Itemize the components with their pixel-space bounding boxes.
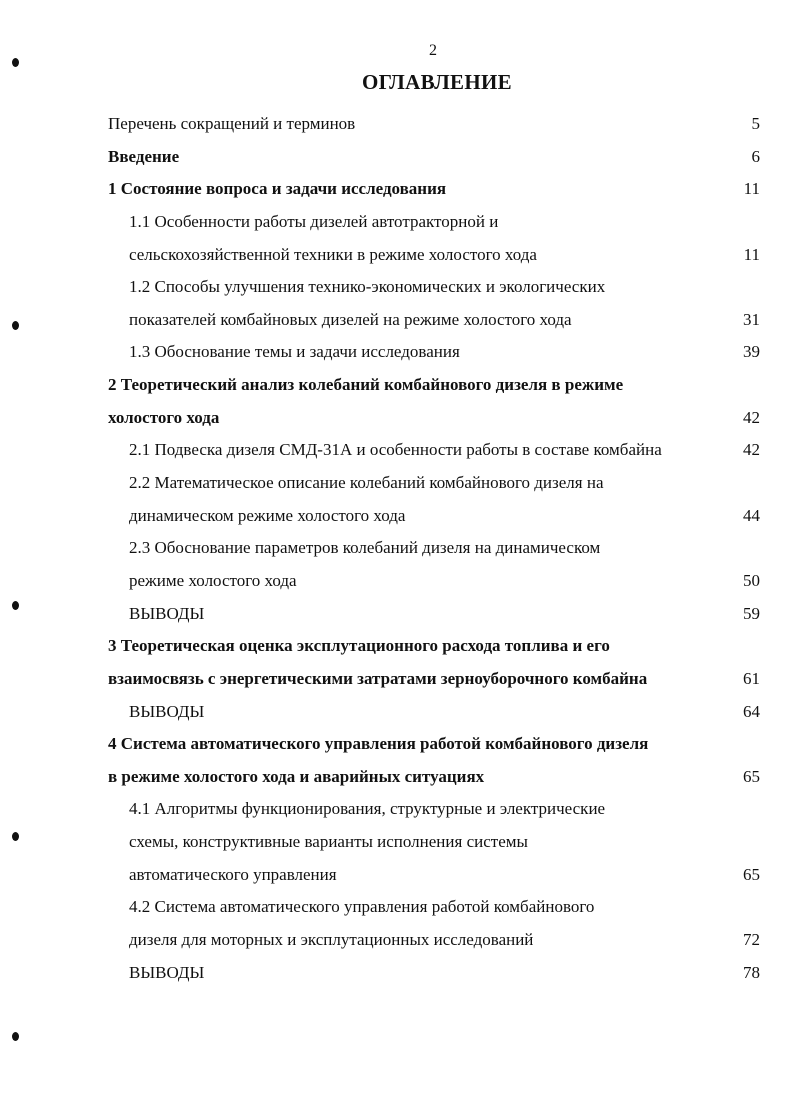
- toc-entry-text: Перечень сокращений и терминов: [108, 114, 356, 133]
- toc-entry: 2 Теоретический анализ колебаний комбайн…: [108, 369, 760, 434]
- toc-page-number: 11: [743, 244, 760, 264]
- scan-mark: [12, 1032, 19, 1041]
- toc-entry-line: ВЫВОДЫ 78: [108, 957, 760, 990]
- toc-entry-line: дизеля для моторных и эксплутационных ис…: [108, 924, 760, 957]
- toc-page-number: 42: [743, 440, 760, 460]
- toc-entry-line: 4.2 Система автоматического управления р…: [108, 891, 760, 924]
- toc-entry-line: 2.3 Обоснование параметров колебаний диз…: [108, 532, 760, 565]
- toc-entry-line: 2 Теоретический анализ колебаний комбайн…: [108, 369, 760, 402]
- toc-entry: 2.1 Подвеска дизеля СМД-31А и особенност…: [108, 434, 760, 467]
- toc-entry-line: 1 Состояние вопроса и задачи исследовани…: [108, 173, 760, 206]
- toc-entry-text: сельскохозяйственной техники в режиме хо…: [129, 244, 537, 264]
- toc-entry-line: холостого хода 42: [108, 402, 760, 435]
- toc-page-number: 72: [743, 930, 760, 950]
- toc-page-number: 44: [743, 505, 760, 525]
- scan-mark: [12, 832, 19, 841]
- toc-entry-line: 4.1 Алгоритмы функционирования, структур…: [108, 793, 760, 826]
- page-number: 2: [429, 42, 437, 59]
- toc-page-number: 5: [751, 114, 761, 133]
- toc-entry-text: 1.2 Способы улучшения технико-экономичес…: [129, 277, 606, 297]
- toc-entry-text: 2.2 Математическое описание колебаний ко…: [129, 473, 604, 493]
- toc-entry-line: автоматического управления 65: [108, 859, 760, 892]
- toc-entry-line: режиме холостого хода 50: [108, 565, 760, 598]
- toc-entry-text: ВЫВОДЫ: [129, 962, 205, 982]
- toc-entry-text: взаимосвязь с энергетическими затратами …: [108, 668, 648, 688]
- toc-entry: 4.2 Система автоматического управления р…: [108, 891, 760, 956]
- page-title: ОГЛАВЛЕНИЕ: [362, 70, 512, 94]
- toc-page-number: 39: [743, 342, 760, 362]
- toc-entry-text: Введение: [108, 146, 180, 166]
- toc-entry-line: 2.2 Математическое описание колебаний ко…: [108, 467, 760, 500]
- toc-entry: 1 Состояние вопроса и задачи исследовани…: [108, 173, 760, 206]
- toc-entry-text: в режиме холостого хода и аварийных ситу…: [108, 766, 485, 786]
- toc-page-number: 59: [743, 603, 760, 623]
- toc-entry-line: показателей комбайновых дизелей на режим…: [108, 304, 760, 337]
- toc-entry-line: 1.2 Способы улучшения технико-экономичес…: [108, 271, 760, 304]
- toc-entry-text: режиме холостого хода: [129, 570, 297, 590]
- toc-entry: ВЫВОДЫ 64: [108, 696, 760, 729]
- toc-entry: 4.1 Алгоритмы функционирования, структур…: [108, 793, 760, 891]
- toc-entry-line: Введение 6: [108, 141, 760, 174]
- toc-entry-text: 1.3 Обоснование темы и задачи исследован…: [129, 342, 460, 362]
- toc-page-number: 6: [751, 146, 761, 166]
- toc-page-number: 31: [743, 309, 760, 329]
- toc-entry-line: ВЫВОДЫ 64: [108, 696, 760, 729]
- toc-entry-text: 1 Состояние вопроса и задачи исследовани…: [108, 179, 447, 199]
- toc-entry-text: дизеля для моторных и эксплутационных ис…: [129, 930, 534, 950]
- toc-entry-text: ВЫВОДЫ: [129, 603, 205, 623]
- toc-entry: 2.2 Математическое описание колебаний ко…: [108, 467, 760, 532]
- toc-entry-line: ВЫВОДЫ 59: [108, 598, 760, 631]
- toc-entry: 3 Теоретическая оценка эксплутационного …: [108, 630, 760, 695]
- toc-entry: 2.3 Обоснование параметров колебаний диз…: [108, 532, 760, 597]
- toc-entry-text: 2 Теоретический анализ колебаний комбайн…: [108, 375, 624, 395]
- toc-page-number: 42: [743, 407, 760, 427]
- toc-entry-text: 2.1 Подвеска дизеля СМД-31А и особенност…: [129, 440, 662, 460]
- toc-entry-line: сельскохозяйственной техники в режиме хо…: [108, 239, 760, 272]
- toc-entry-line: взаимосвязь с энергетическими затратами …: [108, 663, 760, 696]
- toc-entry-text: 3 Теоретическая оценка эксплутационного …: [108, 636, 610, 656]
- toc-entry: ВЫВОДЫ 59: [108, 598, 760, 631]
- toc-entry-line: 2.1 Подвеска дизеля СМД-31А и особенност…: [108, 434, 760, 467]
- toc-entry-text: показателей комбайновых дизелей на режим…: [129, 309, 572, 329]
- toc-page-number: 50: [743, 570, 760, 590]
- toc-entry-text: схемы, конструктивные варианты исполнени…: [129, 832, 528, 852]
- toc-page-number: 64: [743, 701, 760, 721]
- toc-entry: Введение 6: [108, 141, 760, 174]
- toc-entry-text: 4 Система автоматического управления раб…: [108, 734, 649, 754]
- toc-page-number: 11: [743, 179, 760, 199]
- toc-entry-text: 4.1 Алгоритмы функционирования, структур…: [129, 799, 606, 819]
- table-of-contents: Перечень сокращений и терминов 5 Введение 6…: [108, 108, 760, 989]
- toc-entry: ВЫВОДЫ 78: [108, 957, 760, 990]
- toc-entry-line: схемы, конструктивные варианты исполнени…: [108, 826, 760, 859]
- toc-entry-text: автоматического управления: [129, 864, 337, 884]
- toc-entry-text: 4.2 Система автоматического управления р…: [129, 897, 595, 917]
- toc-page-number: 78: [743, 962, 760, 982]
- toc-entry-line: 3 Теоретическая оценка эксплутационного …: [108, 630, 760, 663]
- toc-page-number: 61: [743, 668, 760, 688]
- toc-entry-line: 1.1 Особенности работы дизелей автотракт…: [108, 206, 760, 239]
- toc-entry-text: 1.1 Особенности работы дизелей автотракт…: [129, 211, 499, 231]
- toc-entry-text: 2.3 Обоснование параметров колебаний диз…: [129, 538, 601, 558]
- toc-entry-line: в режиме холостого хода и аварийных ситу…: [108, 761, 760, 794]
- toc-page-number: 65: [743, 864, 760, 884]
- scan-mark: [12, 321, 19, 330]
- toc-entry-text: ВЫВОДЫ: [129, 701, 205, 721]
- scan-mark: [12, 58, 19, 67]
- toc-entry: 4 Система автоматического управления раб…: [108, 728, 760, 793]
- toc-entry: 1.2 Способы улучшения технико-экономичес…: [108, 271, 760, 336]
- toc-entry: 1.1 Особенности работы дизелей автотракт…: [108, 206, 760, 271]
- toc-entry-text: холостого хода: [108, 407, 220, 427]
- toc-page-number: 65: [743, 766, 760, 786]
- toc-entry-line: 4 Система автоматического управления раб…: [108, 728, 760, 761]
- scan-mark: [12, 601, 19, 610]
- toc-entry-line: Перечень сокращений и терминов 5: [108, 108, 760, 141]
- toc-entry-line: динамическом режиме холостого хода 44: [108, 500, 760, 533]
- toc-entry: 1.3 Обоснование темы и задачи исследован…: [108, 336, 760, 369]
- toc-entry-text: динамическом режиме холостого хода: [129, 505, 406, 525]
- toc-entry-line: 1.3 Обоснование темы и задачи исследован…: [108, 336, 760, 369]
- toc-entry: Перечень сокращений и терминов 5: [108, 108, 760, 141]
